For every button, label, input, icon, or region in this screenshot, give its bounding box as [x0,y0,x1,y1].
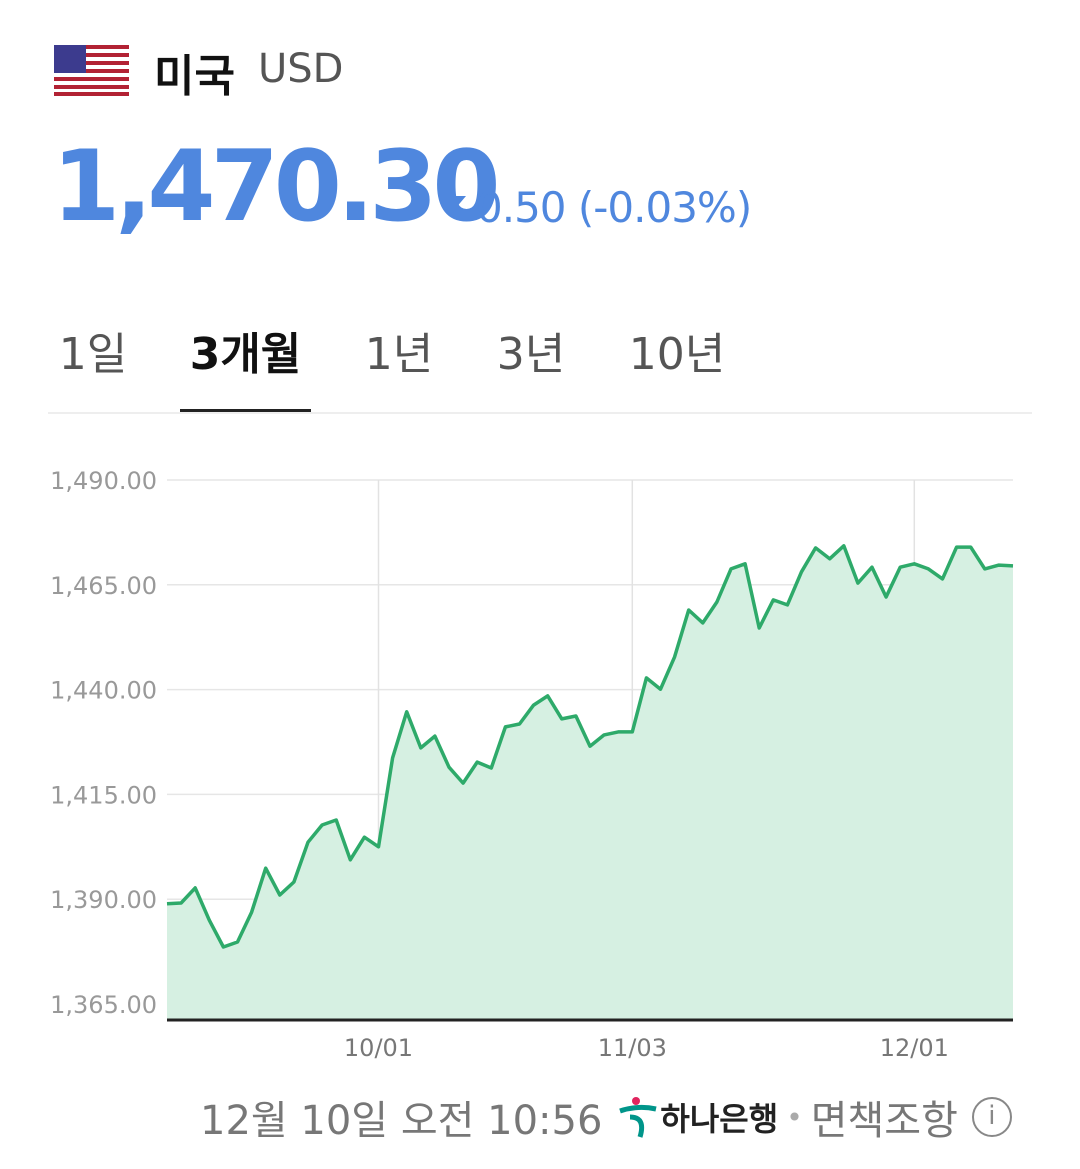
hana-bank-logo: 하나은행 [616,1094,778,1140]
footer: 12월 10일 오전 10:56 하나은행 • 면책조항 i [200,1088,1012,1146]
tab-3-months[interactable]: 3개월 [180,318,311,412]
separator: • [786,1100,803,1134]
tab-10-years[interactable]: 10년 [628,329,726,380]
y-tick-label: 1,365.00 [50,991,157,1019]
tab-3-years[interactable]: 3년 [496,329,566,380]
currency-code: USD [258,46,344,92]
country-name: 미국 [154,51,235,102]
y-tick-label: 1,415.00 [50,781,157,809]
y-tick-label: 1,465.00 [50,572,157,600]
disclaimer-link[interactable]: 면책조항 [810,1098,958,1144]
down-arrow-icon [444,196,466,209]
tab-1-year[interactable]: 1년 [364,329,434,380]
us-flag-icon [54,45,129,96]
info-icon[interactable]: i [971,1097,1012,1137]
period-tabs: 1일 3개월 1년 3년 10년 [48,318,1032,414]
y-tick-label: 1,390.00 [50,886,157,914]
tab-1-day[interactable]: 1일 [58,329,128,380]
exchange-rate: 1,470.30 [52,130,501,244]
rate-change: 0.50 (-0.03%) [476,183,752,232]
exchange-rate-chart[interactable]: 1,490.00 1,465.00 1,440.00 1,415.00 1,390.00… [0,440,1080,1070]
hana-bank-icon [619,1097,657,1138]
y-tick-label: 1,490.00 [50,467,157,495]
x-tick-label: 10/01 [344,1034,413,1062]
bank-name: 하나은행 [660,1100,779,1138]
timestamp: 12월 10일 오전 10:56 [200,1098,603,1144]
y-tick-label: 1,440.00 [50,677,157,705]
x-tick-label: 11/03 [598,1034,667,1062]
x-tick-label: 12/01 [880,1034,949,1062]
area-fill [167,545,1013,1020]
